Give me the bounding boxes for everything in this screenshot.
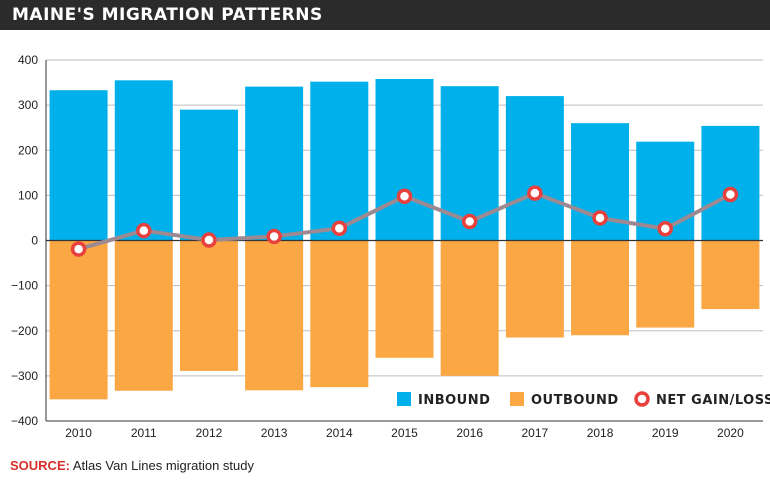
- x-tick-label: 2016: [456, 426, 483, 440]
- outbound-bar: [310, 240, 369, 388]
- outbound-bar: [440, 240, 499, 376]
- outbound-bar: [375, 240, 434, 358]
- y-tick-label: 0: [31, 234, 38, 248]
- inbound-bar: [310, 81, 369, 241]
- legend-label: NET GAIN/LOSS: [656, 393, 770, 408]
- net-point: [201, 232, 217, 248]
- x-tick-label: 2018: [587, 426, 614, 440]
- x-tick-label: 2011: [131, 426, 157, 440]
- net-point: [396, 188, 413, 205]
- source-text: Atlas Van Lines migration study: [72, 458, 254, 473]
- legend-swatch: [510, 392, 524, 406]
- net-point: [461, 213, 478, 230]
- y-tick-label: −100: [11, 279, 38, 293]
- legend-label: INBOUND: [418, 393, 490, 408]
- y-tick-label: −200: [11, 324, 38, 338]
- y-tick-label: 100: [18, 188, 38, 202]
- axes: 400 300 200 100 0 −100 −200 −300 −400 2010 2011 201…: [11, 53, 763, 440]
- legend-label: OUTBOUND: [531, 393, 619, 408]
- title-bar: MAINE'S MIGRATION PATTERNS: [0, 0, 770, 30]
- legend-swatch: [397, 392, 411, 406]
- y-tick-label: 200: [18, 143, 38, 157]
- net-point: [70, 241, 87, 257]
- outbound-bar: [179, 240, 238, 371]
- x-tick-label: 2010: [65, 426, 92, 440]
- y-tick-label: 300: [18, 98, 38, 112]
- inbound-bar: [245, 86, 304, 241]
- x-tick-label: 2013: [261, 426, 288, 440]
- outbound-bar: [636, 240, 695, 328]
- inbound-bar: [375, 78, 434, 241]
- x-tick-label: 2012: [196, 426, 223, 440]
- x-tick-label: 2020: [717, 426, 744, 440]
- legend-swatch: [634, 391, 650, 407]
- outbound-bar: [49, 240, 108, 400]
- inbound-bar: [505, 96, 564, 241]
- bars: [49, 78, 760, 400]
- outbound-bar: [571, 240, 630, 336]
- x-tick-label: 2015: [391, 426, 418, 440]
- net-point: [266, 228, 282, 245]
- net-point: [527, 185, 543, 201]
- source-label: SOURCE:: [10, 458, 70, 473]
- y-tick-label: −400: [11, 414, 38, 428]
- net-point: [331, 220, 348, 237]
- outbound-bar: [114, 240, 173, 391]
- net-point: [592, 210, 608, 226]
- inbound-bar: [49, 90, 108, 241]
- outbound-bar: [245, 240, 304, 391]
- inbound-bar: [114, 80, 173, 241]
- x-tick-label: 2019: [652, 426, 679, 440]
- legend-net: NET GAIN/LOSS: [634, 391, 770, 408]
- x-tick-label: 2014: [326, 426, 353, 440]
- net-point: [136, 222, 152, 239]
- source-note: SOURCE: Atlas Van Lines migration study: [10, 458, 254, 473]
- chart-title: MAINE'S MIGRATION PATTERNS: [12, 5, 323, 25]
- legend-outbound: OUTBOUND: [510, 392, 619, 408]
- y-tick-label: −300: [11, 369, 38, 383]
- x-tick-label: 2017: [522, 426, 549, 440]
- net-line-series: [70, 185, 739, 257]
- inbound-bar: [179, 109, 238, 241]
- net-point: [722, 186, 739, 203]
- net-point: [657, 221, 673, 237]
- y-tick-label: 400: [18, 53, 38, 67]
- inbound-bar: [701, 125, 760, 241]
- legend-inbound: INBOUND: [397, 392, 490, 408]
- outbound-bar: [701, 240, 760, 310]
- legend: INBOUND OUTBOUND NET GAIN/LOSS: [397, 391, 770, 408]
- outbound-bar: [505, 240, 564, 338]
